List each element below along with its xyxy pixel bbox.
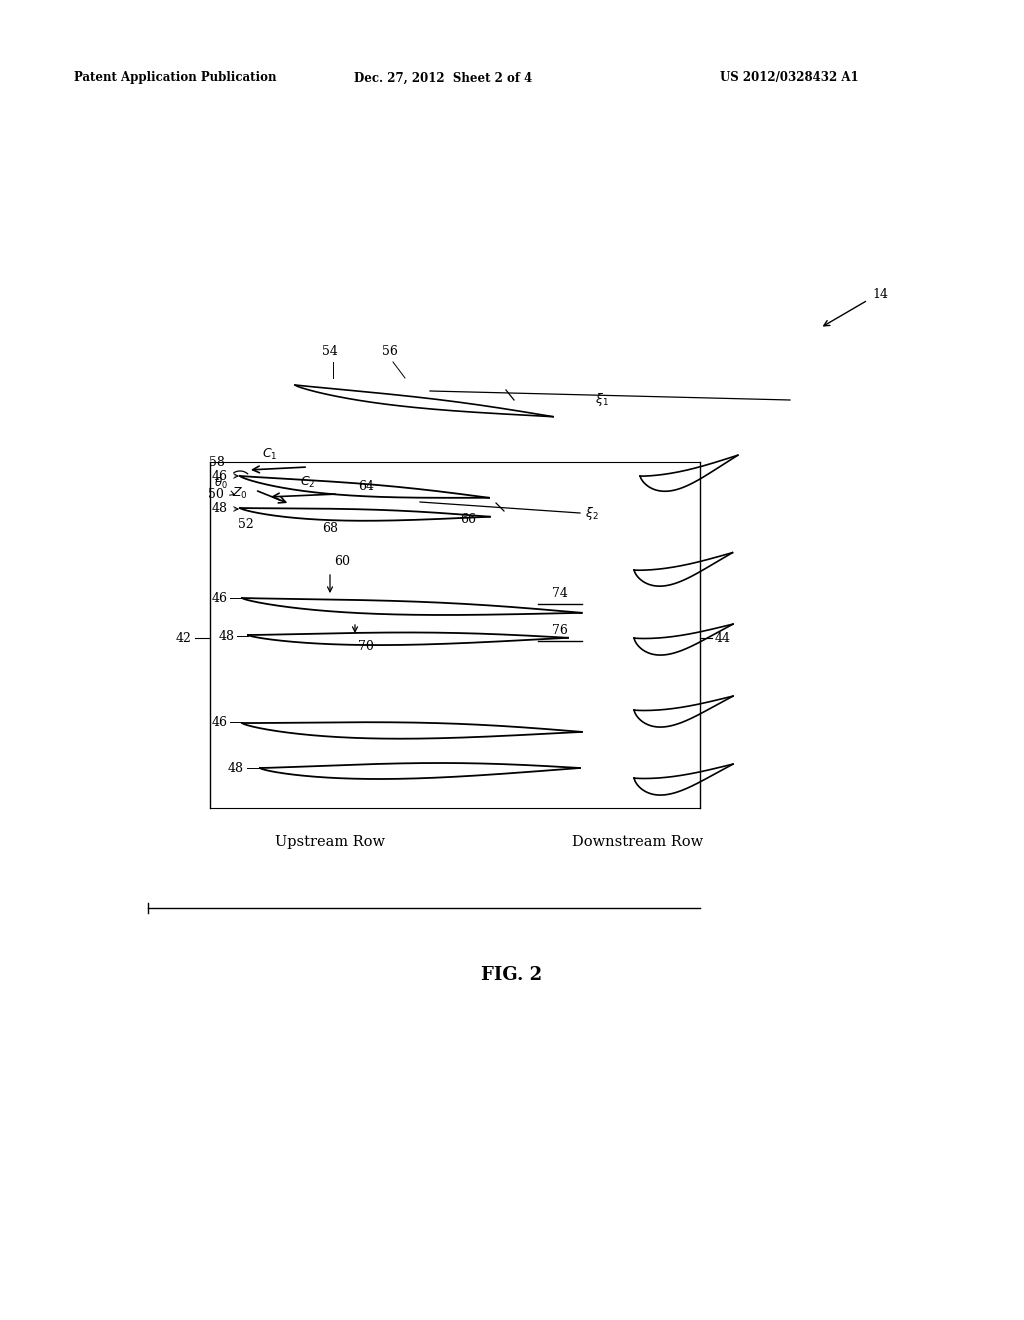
- Text: Upstream Row: Upstream Row: [275, 836, 385, 849]
- Text: 68: 68: [322, 521, 338, 535]
- Text: 48: 48: [212, 503, 228, 516]
- Text: US 2012/0328432 A1: US 2012/0328432 A1: [720, 71, 859, 84]
- Text: 66: 66: [460, 513, 476, 525]
- Text: 60: 60: [334, 554, 350, 568]
- Text: Patent Application Publication: Patent Application Publication: [74, 71, 276, 84]
- Text: Dec. 27, 2012  Sheet 2 of 4: Dec. 27, 2012 Sheet 2 of 4: [354, 71, 532, 84]
- Text: 76: 76: [552, 624, 568, 638]
- Text: 46: 46: [212, 470, 228, 483]
- Text: $C_2$: $C_2$: [300, 475, 315, 490]
- Text: 46: 46: [212, 715, 228, 729]
- Text: $\xi_2$: $\xi_2$: [585, 504, 599, 521]
- Text: 42: 42: [176, 631, 193, 644]
- Text: $Z_0$: $Z_0$: [232, 486, 248, 500]
- Text: 52: 52: [238, 517, 254, 531]
- Text: 74: 74: [552, 587, 568, 601]
- Text: $\theta_0$: $\theta_0$: [214, 475, 228, 491]
- Text: $C_1$: $C_1$: [262, 447, 278, 462]
- Text: 48: 48: [219, 630, 234, 643]
- Text: 46: 46: [212, 591, 228, 605]
- Text: $\xi_1$: $\xi_1$: [595, 391, 608, 408]
- Text: Downstream Row: Downstream Row: [572, 836, 703, 849]
- Text: 44: 44: [715, 631, 731, 644]
- Text: 50: 50: [208, 488, 224, 502]
- Text: 56: 56: [382, 345, 398, 358]
- Text: 14: 14: [872, 289, 888, 301]
- Text: 64: 64: [358, 480, 374, 494]
- Text: 58: 58: [209, 455, 225, 469]
- Text: 48: 48: [228, 762, 244, 775]
- Text: 70: 70: [358, 640, 374, 653]
- Text: 54: 54: [323, 345, 338, 358]
- Text: FIG. 2: FIG. 2: [481, 966, 543, 983]
